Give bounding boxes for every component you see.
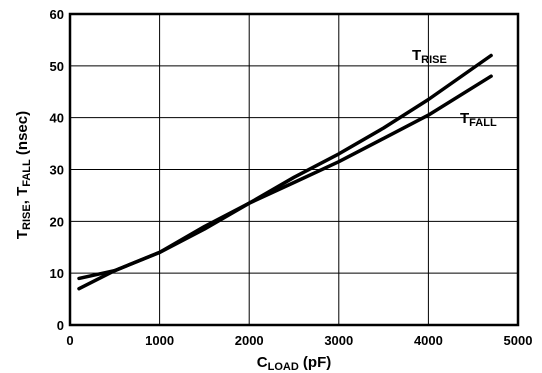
x-tick-label-0: 0 [66, 333, 73, 348]
y-axis-title-part-1: RISE [21, 204, 33, 230]
x-tick-label-5: 5000 [504, 333, 533, 348]
y-axis-title: TRISE, TFALL (nsec) [14, 111, 33, 239]
series-group [77, 53, 493, 291]
x-tick-labels: 0 1000 2000 3000 4000 5000 [66, 333, 532, 348]
y-axis-title-part-0: T [14, 230, 31, 239]
y-tick-label-5: 50 [50, 59, 64, 74]
x-axis-title-sub: LOAD [268, 361, 299, 373]
y-tick-label-4: 40 [50, 111, 64, 126]
series-line-rise [77, 53, 493, 291]
series-label-main: T [460, 110, 469, 127]
x-axis-title: CLOAD (pF) [257, 354, 332, 373]
y-tick-labels: 0 10 20 30 40 50 60 [50, 7, 64, 333]
y-axis-title-part-3: FALL [21, 159, 33, 187]
series-label-main: T [412, 47, 421, 64]
x-tick-label-1: 1000 [145, 333, 174, 348]
x-tick-label-4: 4000 [414, 333, 443, 348]
x-tick-label-2: 2000 [235, 333, 264, 348]
x-axis-title-tail: (pF) [299, 354, 331, 371]
y-tick-label-0: 0 [57, 318, 64, 333]
grid [69, 13, 519, 326]
y-axis-title-part-2: , T [14, 187, 31, 205]
series-line-fall [77, 74, 493, 281]
plot-frame [68, 12, 520, 327]
series-label-rise: TRISE [412, 47, 447, 66]
series-label-sub: FALL [469, 117, 497, 129]
series-label-sub: RISE [421, 54, 447, 66]
x-tick-label-3: 3000 [324, 333, 353, 348]
y-tick-label-3: 30 [50, 163, 64, 178]
y-tick-label-6: 60 [50, 7, 64, 22]
series-label-fall: TFALL [460, 110, 497, 129]
y-axis-title-part-4: (nsec) [14, 111, 31, 159]
y-tick-label-1: 10 [50, 266, 64, 281]
y-tick-label-2: 20 [50, 214, 64, 229]
x-axis-title-main: C [257, 354, 268, 371]
